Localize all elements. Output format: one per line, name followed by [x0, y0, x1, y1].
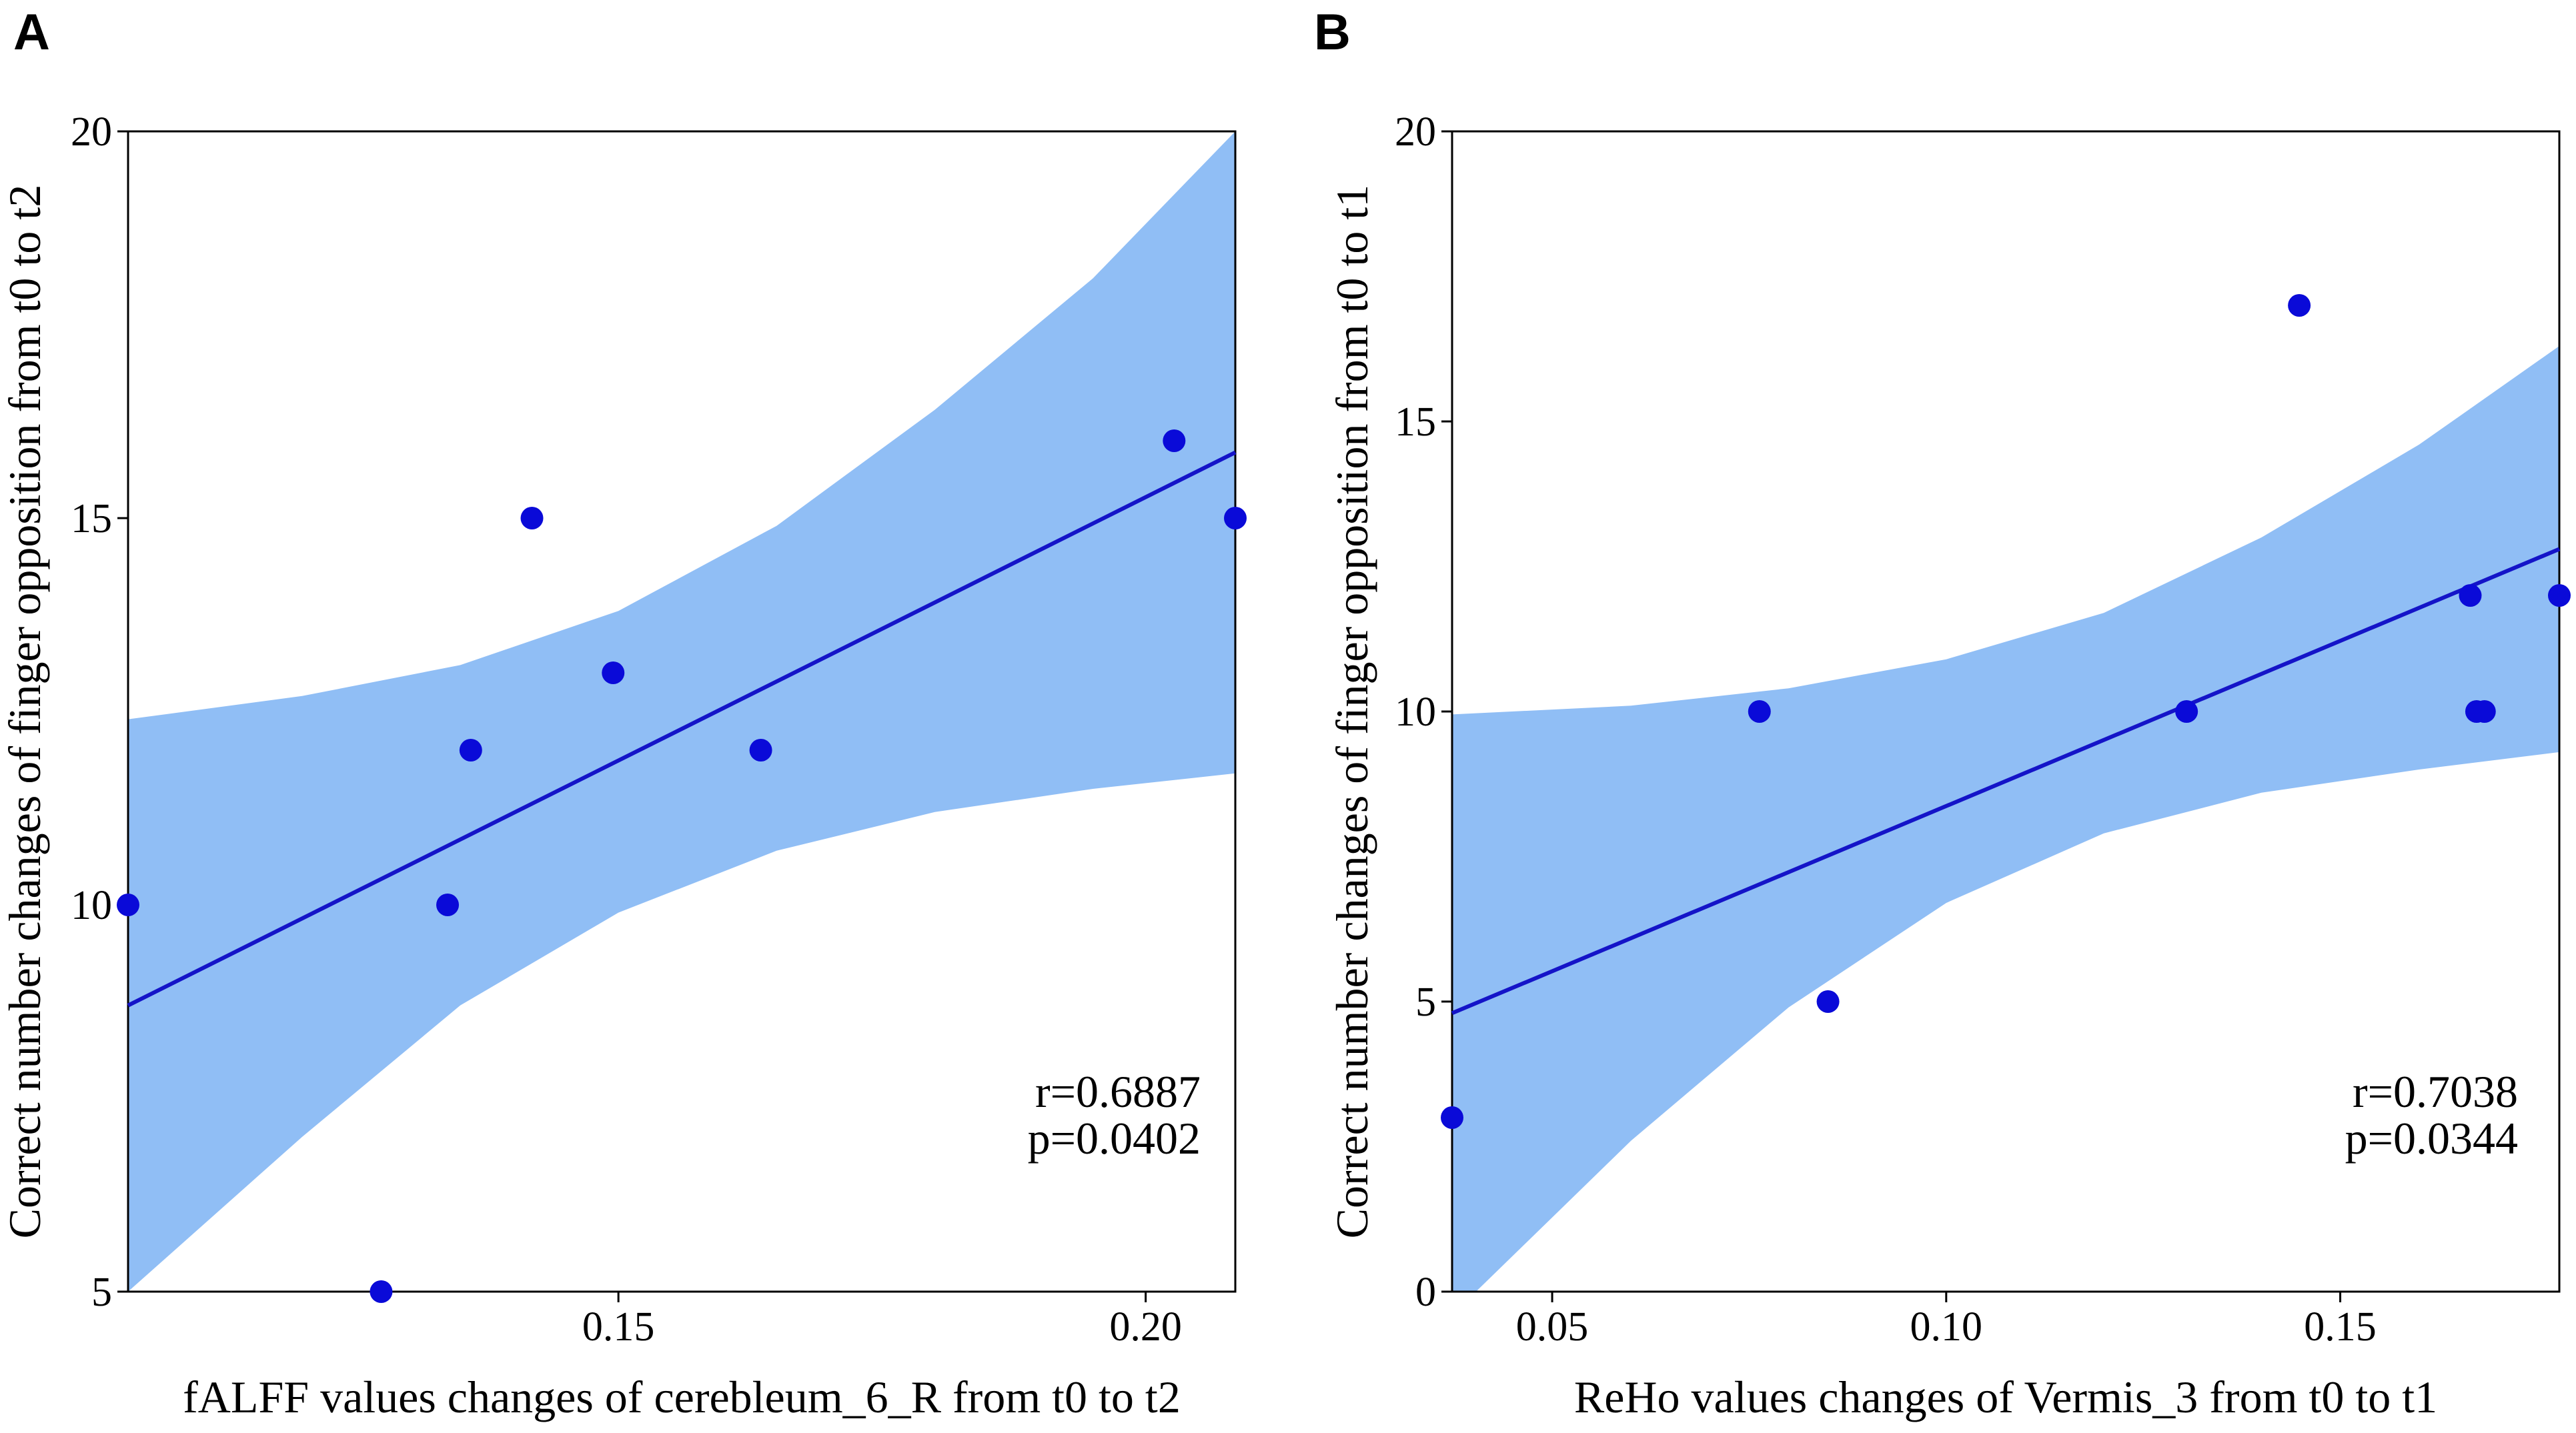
- panel-a-data-point: [520, 507, 544, 529]
- panel-b-data-point: [1441, 1106, 1463, 1129]
- panel-b-data-point: [2473, 700, 2496, 723]
- panel-b-ytick-label: 10: [1395, 689, 1436, 735]
- panel-a-ytick-label: 10: [71, 883, 112, 928]
- panel-a-axes-frame: [127, 130, 1237, 1293]
- panel-b-data-point: [1748, 700, 1771, 723]
- panel-a-xtick-label: 0.20: [1109, 1304, 1182, 1350]
- panel-a-ytick-label: 15: [71, 496, 112, 541]
- panel-b-y-axis-label: Correct number changes of finger opposit…: [1327, 185, 1377, 1239]
- panel-b-ytick-label: 15: [1395, 399, 1436, 445]
- panel-b-ytick-label: 0: [1415, 1270, 1436, 1315]
- panel-a-x-axis-label: fALFF values changes of cerebleum_6_R fr…: [183, 1372, 1181, 1422]
- panel-b-p-value: p=0.0344: [2345, 1113, 2518, 1164]
- panel-b-data-point: [2288, 294, 2311, 317]
- panel-b-data-point: [2548, 584, 2571, 607]
- panel-b-letter: B: [1314, 4, 1351, 61]
- panel-a-ytick-label: 20: [71, 109, 112, 155]
- panel-a-data-point: [117, 894, 139, 916]
- panel-b-data-point: [2459, 584, 2482, 607]
- panel-b-xtick-label: 0.15: [2304, 1304, 2377, 1350]
- panel-a-data-point: [459, 739, 482, 762]
- panel-a-xtick-label: 0.15: [582, 1304, 655, 1350]
- panel-a-fit-line: [127, 450, 1237, 1008]
- panel-b-data-point: [1816, 990, 1840, 1013]
- panel-b-r-value: r=0.7038: [2353, 1066, 2518, 1117]
- panel-a-letter: A: [13, 4, 50, 61]
- panel-a-y-axis-label: Correct number changes of finger opposit…: [0, 185, 50, 1239]
- panel-a-data-point: [1163, 429, 1186, 452]
- panel-a-data-point: [1224, 507, 1247, 529]
- panel-a-confidence-band: [128, 131, 1235, 1292]
- panel-a-ytick-label: 5: [91, 1270, 112, 1315]
- panel-b-ytick-label: 5: [1415, 980, 1436, 1025]
- panel-b-confidence-band: [1452, 345, 2559, 1292]
- panel-a-p-value: p=0.0402: [1028, 1113, 1201, 1164]
- panel-b-data-point: [2175, 700, 2198, 723]
- panel-b-xtick-label: 0.10: [1910, 1304, 1983, 1350]
- panel-a-r-value: r=0.6887: [1035, 1066, 1201, 1117]
- panel-a-data-point: [370, 1280, 393, 1303]
- panel-b-x-axis-label: ReHo values changes of Vermis_3 from t0 …: [1574, 1372, 2437, 1422]
- panel-b-ytick-label: 20: [1395, 109, 1436, 155]
- panel-b-xtick-label: 0.05: [1516, 1304, 1589, 1350]
- panel-a-data-point: [436, 894, 460, 916]
- panel-a-data-point: [749, 739, 772, 762]
- panel-b-fit-line: [1451, 547, 2561, 1016]
- panel-a-data-point: [602, 661, 625, 684]
